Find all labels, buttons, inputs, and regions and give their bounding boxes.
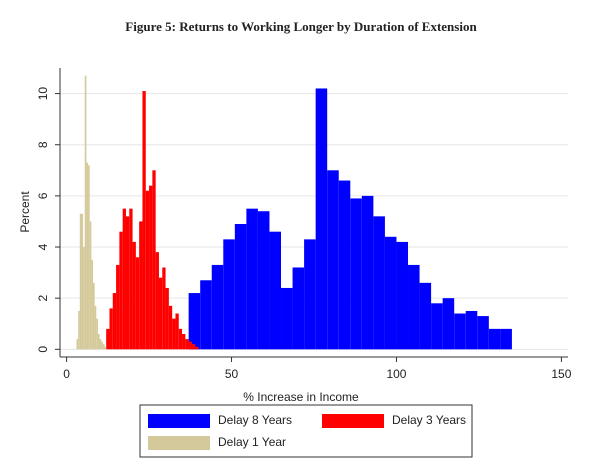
histogram-bar (188, 341, 192, 350)
x-axis-label: % Increase in Income (243, 390, 359, 404)
histogram-bar (102, 344, 105, 350)
histogram-bar (257, 211, 270, 350)
histogram-bar (304, 239, 316, 350)
histogram-bar (155, 252, 159, 350)
histogram-bar (104, 346, 107, 350)
y-tick-label: 8 (36, 141, 50, 148)
histogram-bar (246, 208, 258, 350)
histogram-bar (408, 264, 420, 350)
histogram-bar (269, 231, 282, 350)
histogram-bar (419, 282, 432, 350)
histogram-bar (152, 170, 156, 350)
histogram-bar (119, 231, 123, 350)
histogram-bar (200, 280, 212, 350)
histogram-bar (350, 198, 362, 350)
histogram-bar (94, 305, 97, 350)
histogram-bar (79, 213, 82, 350)
histogram-bar (292, 267, 305, 350)
y-tick-label: 6 (36, 192, 50, 199)
histogram-bar (223, 239, 235, 350)
histogram-bar (139, 221, 143, 350)
histogram-bar (116, 264, 120, 350)
histogram-bar (373, 216, 385, 350)
histogram-bar (91, 259, 93, 350)
histogram-bar (327, 170, 339, 350)
histogram-bar (158, 277, 163, 350)
histogram-bar (145, 190, 150, 350)
histogram-bar (96, 318, 98, 350)
histogram-bar (81, 213, 84, 350)
legend-swatch (148, 414, 210, 428)
histogram-bar (175, 313, 179, 350)
x-tick-label: 100 (386, 367, 406, 381)
legend-swatch (148, 436, 210, 450)
legend-label: Delay 1 Year (218, 435, 286, 449)
histogram-bar (89, 221, 92, 350)
histogram-bar (122, 208, 126, 350)
legend-swatch (322, 414, 384, 428)
histogram-bar (165, 287, 169, 350)
histogram-bar (500, 328, 512, 350)
histogram-bar (477, 316, 489, 350)
histogram-bar (384, 236, 397, 350)
histogram-bar (185, 339, 189, 350)
histogram-bar (195, 346, 199, 350)
histogram-bar (281, 287, 293, 350)
histogram-bar (361, 195, 374, 350)
histogram-bar (488, 328, 501, 350)
y-tick-label: 2 (36, 295, 50, 302)
histogram-bar (142, 91, 146, 350)
x-tick-label: 150 (551, 367, 571, 381)
histogram-bar (168, 305, 173, 350)
histogram-bar (465, 310, 478, 350)
y-tick-label: 0 (36, 346, 50, 353)
histogram-bar (442, 298, 455, 350)
histogram-bar (149, 185, 153, 350)
histogram-bar (454, 313, 466, 350)
histogram-bar (106, 328, 110, 350)
histogram-bar (84, 75, 87, 350)
y-tick-label: 10 (36, 87, 50, 101)
histogram-bar (315, 88, 328, 350)
chart-title: Figure 5: Returns to Working Longer by D… (125, 19, 477, 34)
histogram-bar (78, 310, 80, 350)
histogram-bar (338, 180, 351, 350)
histogram-bar (76, 339, 79, 350)
histogram-bar (172, 318, 176, 350)
histogram-bar (191, 344, 196, 350)
histogram-bar (109, 308, 113, 350)
histogram-bar (88, 165, 90, 350)
histogram-bar (182, 333, 186, 350)
histogram-bar (135, 257, 140, 350)
histogram-bar (234, 224, 247, 350)
legend-label: Delay 8 Years (218, 413, 292, 427)
x-tick-label: 50 (225, 367, 239, 381)
histogram-bar (396, 241, 409, 350)
histogram-bar (132, 241, 136, 350)
histogram-bar (178, 328, 183, 350)
y-axis-label: Percent (18, 191, 32, 233)
histogram-bar (162, 267, 166, 350)
histogram-bar (129, 208, 133, 350)
histogram-bar (112, 293, 117, 350)
histogram-bar (431, 303, 443, 350)
histogram-bar (101, 341, 103, 350)
histogram-bar (125, 216, 130, 350)
histogram-bar (97, 333, 100, 350)
histogram-bar (83, 247, 85, 350)
y-tick-label: 4 (36, 243, 50, 250)
x-tick-label: 0 (63, 367, 70, 381)
legend-label: Delay 3 Years (392, 413, 466, 427)
histogram-bar (99, 339, 102, 350)
histogram-bar (92, 282, 95, 350)
histogram-bar (211, 264, 224, 350)
histogram-bar (188, 293, 201, 350)
histogram-bar (86, 162, 89, 350)
